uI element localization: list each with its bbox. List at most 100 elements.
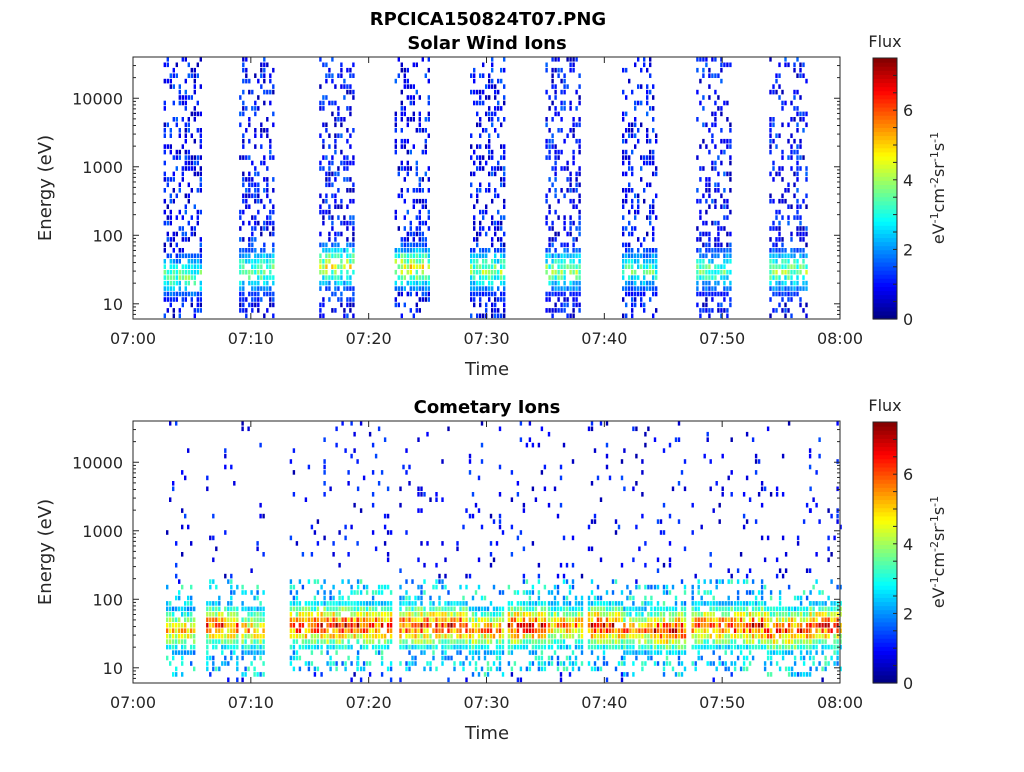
heatmap-cell — [334, 101, 336, 106]
heatmap-cell — [349, 144, 351, 149]
heatmap-cell — [511, 623, 513, 628]
heatmap-cell — [416, 226, 418, 231]
heatmap-cell — [705, 210, 707, 215]
heatmap-cell — [758, 634, 760, 639]
heatmap-cell — [538, 579, 540, 584]
heatmap-cell — [447, 634, 449, 639]
heatmap-cell — [425, 144, 427, 149]
heatmap-cell — [544, 645, 546, 650]
heatmap-cell — [737, 618, 739, 623]
heatmap-cell — [260, 128, 262, 133]
heatmap-cell — [497, 106, 499, 111]
heatmap-cell — [631, 259, 633, 264]
heatmap-cell — [479, 210, 481, 215]
heatmap-cell — [548, 95, 550, 100]
heatmap-cell — [481, 618, 483, 623]
heatmap-cell — [417, 634, 419, 639]
heatmap-cell — [497, 90, 499, 95]
heatmap-cell — [663, 628, 665, 633]
heatmap-cell — [663, 623, 665, 628]
heatmap-cell — [649, 183, 651, 188]
heatmap-cell — [535, 628, 537, 633]
heatmap-cell — [349, 68, 351, 73]
heatmap-cell — [184, 650, 186, 655]
heatmap-cell — [251, 183, 253, 188]
heatmap-cell — [778, 199, 780, 204]
heatmap-cell — [263, 204, 265, 209]
heatmap-cell — [778, 166, 780, 171]
heatmap-cell — [349, 84, 351, 89]
heatmap-cell — [569, 618, 571, 623]
heatmap-cell — [493, 661, 495, 666]
heatmap-cell — [405, 579, 407, 584]
heatmap-cell — [714, 286, 716, 291]
heatmap-cell — [181, 639, 183, 644]
heatmap-cell — [188, 270, 190, 275]
heatmap-cell — [200, 155, 202, 160]
heatmap-cell — [714, 144, 716, 149]
heatmap-cell — [500, 281, 502, 286]
heatmap-cell — [200, 297, 202, 302]
heatmap-cell — [254, 112, 256, 117]
heatmap-cell — [591, 645, 593, 650]
heatmap-cell — [554, 210, 556, 215]
heatmap-cell — [251, 177, 253, 182]
heatmap-cell — [417, 487, 419, 492]
heatmap-cell — [796, 215, 798, 220]
heatmap-cell — [181, 645, 183, 650]
heatmap-cell — [175, 639, 177, 644]
heatmap-cell — [684, 487, 686, 492]
heatmap-cell — [425, 150, 427, 155]
heatmap-cell — [569, 101, 571, 106]
heatmap-cell — [334, 275, 336, 280]
heatmap-cell — [578, 645, 580, 650]
heatmap-cell — [428, 133, 430, 138]
heatmap-cell — [399, 607, 401, 612]
heatmap-cell — [320, 639, 322, 644]
heatmap-cell — [340, 297, 342, 302]
heatmap-cell — [453, 612, 455, 617]
heatmap-cell — [417, 492, 419, 497]
heatmap-cell — [655, 139, 657, 144]
heatmap-cell — [717, 248, 719, 253]
heatmap-cell — [242, 270, 244, 275]
heatmap-cell — [401, 270, 403, 275]
heatmap-cell — [478, 623, 480, 628]
heatmap-cell — [334, 204, 336, 209]
heatmap-cell — [545, 68, 547, 73]
heatmap-cell — [578, 303, 580, 308]
heatmap-cell — [347, 634, 349, 639]
heatmap-cell — [390, 618, 392, 623]
heatmap-cell — [503, 308, 505, 313]
heatmap-cell — [631, 166, 633, 171]
heatmap-cell — [675, 623, 677, 628]
heatmap-cell — [600, 601, 602, 606]
heatmap-cell — [646, 264, 648, 269]
heatmap-cell — [250, 612, 252, 617]
heatmap-cell — [746, 476, 748, 481]
heatmap-cell — [456, 612, 458, 617]
heatmap-cell — [200, 308, 202, 313]
heatmap-cell — [588, 623, 590, 628]
heatmap-cell — [481, 459, 483, 464]
heatmap-cell — [597, 612, 599, 617]
heatmap-cell — [253, 639, 255, 644]
heatmap-cell — [578, 84, 580, 89]
heatmap-cell — [772, 270, 774, 275]
heatmap-cell — [428, 215, 430, 220]
heatmap-cell — [245, 57, 247, 62]
heatmap-cell — [538, 656, 540, 661]
heatmap-cell — [398, 303, 400, 308]
heatmap-cell — [755, 519, 757, 524]
heatmap-cell — [179, 90, 181, 95]
heatmap-cell — [260, 254, 262, 259]
heatmap-cell — [482, 101, 484, 106]
heatmap-cell — [796, 204, 798, 209]
heatmap-cell — [401, 259, 403, 264]
heatmap-cell — [678, 481, 680, 486]
heatmap-cell — [778, 232, 780, 237]
heatmap-cell — [328, 237, 330, 242]
colorbar-segment — [873, 131, 897, 136]
heatmap-cell — [710, 623, 712, 628]
heatmap-cell — [230, 650, 232, 655]
